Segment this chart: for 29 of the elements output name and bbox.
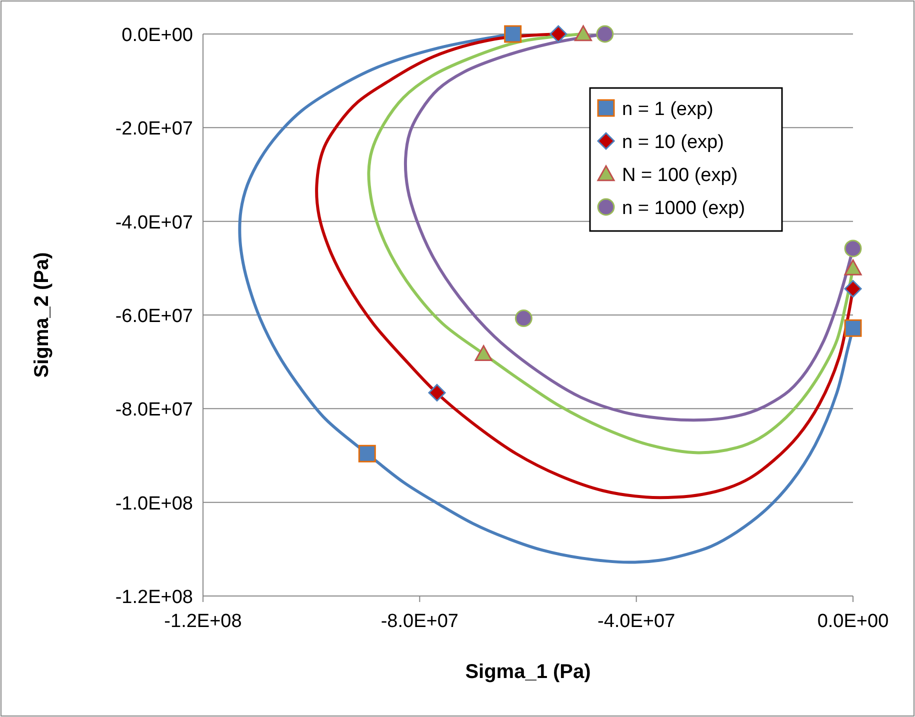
y-axis-title: Sigma_2 (Pa) bbox=[31, 252, 53, 378]
point bbox=[844, 319, 862, 337]
point bbox=[358, 444, 376, 462]
point bbox=[474, 345, 492, 362]
point bbox=[596, 25, 614, 43]
y-tick-label: -8.0E+07 bbox=[115, 400, 193, 421]
point bbox=[514, 310, 532, 328]
y-tick-label: -1.0E+08 bbox=[115, 493, 193, 514]
point bbox=[428, 384, 446, 402]
point bbox=[550, 25, 568, 43]
point bbox=[844, 259, 862, 276]
y-tick-label: 0.0E+00 bbox=[122, 25, 193, 46]
point bbox=[574, 25, 592, 42]
y-tick-label: -1.2E+08 bbox=[115, 587, 193, 608]
legend-label: N = 100 (exp) bbox=[622, 165, 738, 186]
y-tick-label: -2.0E+07 bbox=[115, 118, 193, 140]
x-tick-label: -8.0E+07 bbox=[380, 611, 458, 632]
x-axis-title: Sigma_1 (Pa) bbox=[465, 661, 591, 683]
legend-label: n = 10 (exp) bbox=[622, 132, 724, 153]
point bbox=[844, 280, 862, 298]
x-tick-label: 0.0E+00 bbox=[817, 611, 889, 632]
point bbox=[844, 240, 862, 258]
y-tick-label: -6.0E+07 bbox=[115, 306, 193, 327]
x-tick-label: -4.0E+07 bbox=[598, 611, 676, 632]
y-tick-label: -4.0E+07 bbox=[115, 212, 193, 234]
x-tick-label: -1.2E+08 bbox=[164, 611, 242, 632]
point bbox=[504, 25, 522, 43]
legend-label: n = 1 (exp) bbox=[622, 99, 714, 120]
legend-label: n = 1000 (exp) bbox=[622, 198, 746, 219]
